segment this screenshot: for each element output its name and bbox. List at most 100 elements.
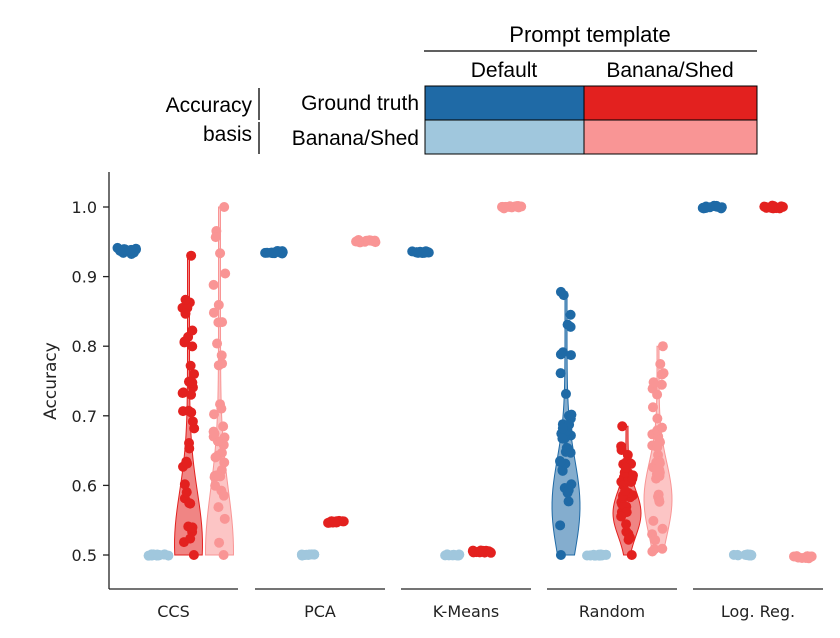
data-point — [555, 368, 566, 379]
data-point — [745, 550, 756, 561]
data-point — [296, 549, 307, 560]
legend-row-groundtruth: Ground truth — [301, 92, 419, 115]
data-point — [218, 550, 229, 560]
legend-swatch-bananashed-groundtruth — [583, 85, 758, 121]
legend-title: Prompt template — [509, 22, 670, 47]
data-point — [337, 516, 348, 527]
x-tick-label: Log. Reg. — [721, 602, 795, 621]
data-point — [214, 537, 225, 548]
data-point — [562, 319, 573, 330]
plot-area — [112, 200, 817, 564]
data-point — [212, 338, 223, 349]
data-point — [654, 467, 665, 478]
data-point — [188, 550, 199, 560]
data-point — [329, 516, 340, 527]
data-point — [499, 203, 510, 214]
data-point — [220, 268, 231, 279]
data-point — [213, 299, 224, 310]
legend: Prompt template Default Banana/Shed Accu… — [166, 22, 758, 155]
y-tick-label: 1.0 — [72, 198, 97, 217]
data-point — [616, 511, 627, 522]
data-point — [698, 202, 709, 213]
data-point — [152, 549, 163, 560]
data-point — [185, 360, 196, 371]
data-point — [269, 248, 280, 259]
data-point — [442, 549, 453, 560]
legend-swatch-bananashed-bananashed — [583, 119, 758, 155]
data-point — [650, 535, 661, 546]
x-tick-label: CCS — [157, 602, 190, 621]
legend-col-default: Default — [471, 59, 538, 82]
data-point — [368, 235, 379, 246]
data-point — [125, 245, 136, 256]
data-point — [654, 458, 665, 469]
data-point — [565, 309, 576, 320]
data-point — [626, 550, 637, 560]
data-point — [649, 544, 660, 555]
y-tick-label: 0.6 — [72, 476, 97, 495]
data-point — [179, 479, 190, 490]
data-point — [766, 203, 777, 214]
data-point — [210, 452, 221, 463]
data-point — [178, 406, 189, 417]
data-point — [620, 462, 631, 473]
data-point — [213, 317, 224, 328]
data-point — [789, 551, 800, 562]
data-point — [215, 248, 226, 259]
data-point — [216, 350, 227, 361]
y-tick-label: 0.8 — [72, 337, 97, 356]
data-point — [563, 496, 574, 507]
data-point — [177, 388, 188, 399]
data-point — [652, 442, 663, 453]
data-point — [210, 480, 221, 491]
data-point — [210, 232, 221, 243]
data-point — [181, 487, 192, 498]
data-point — [657, 341, 668, 352]
data-point — [565, 350, 576, 361]
data-point — [593, 550, 604, 561]
data-point — [186, 389, 197, 400]
data-point — [657, 543, 668, 554]
data-point — [627, 470, 638, 481]
data-point — [557, 433, 568, 444]
data-point — [485, 547, 496, 558]
data-point — [213, 502, 224, 513]
data-point — [654, 496, 665, 507]
data-point — [555, 457, 566, 468]
data-point — [185, 498, 196, 509]
data-point — [219, 457, 230, 468]
data-point — [212, 470, 223, 481]
data-point — [180, 308, 191, 319]
data-point — [776, 201, 787, 212]
data-point — [558, 290, 569, 301]
data-point — [656, 369, 667, 380]
data-point — [186, 407, 197, 418]
data-point — [655, 359, 666, 370]
data-point — [420, 246, 431, 257]
data-point — [648, 377, 659, 388]
legend-row-bananashed: Banana/Shed — [292, 127, 419, 150]
data-point — [652, 413, 663, 424]
data-point — [184, 443, 195, 454]
data-point — [309, 549, 320, 560]
data-point — [183, 376, 194, 387]
data-point — [218, 421, 229, 432]
legend-row-title-line1: Accuracy — [166, 94, 253, 117]
data-point — [189, 369, 200, 380]
x-tick-label: PCA — [304, 602, 336, 621]
x-tick-label: K-Means — [433, 602, 500, 621]
data-point — [351, 236, 362, 247]
data-point — [652, 389, 663, 400]
data-point — [557, 423, 568, 434]
data-point — [566, 479, 577, 490]
data-point — [209, 409, 220, 420]
data-point — [219, 202, 230, 212]
legend-swatch-default-groundtruth — [424, 85, 585, 121]
data-point — [513, 202, 524, 213]
legend-row-title-line2: basis — [203, 123, 252, 146]
data-point — [208, 307, 219, 318]
x-tick-label: Random — [579, 602, 645, 621]
data-point — [187, 341, 198, 352]
data-point — [797, 552, 808, 563]
